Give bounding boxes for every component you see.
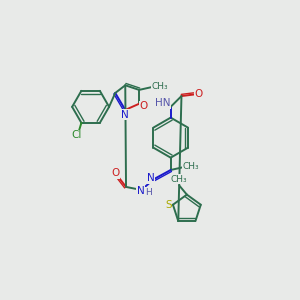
Text: CH₃: CH₃ — [182, 162, 199, 171]
Text: S: S — [165, 200, 172, 210]
Text: O: O — [140, 101, 148, 111]
Text: HN: HN — [155, 98, 171, 108]
Text: N: N — [137, 186, 145, 196]
Text: O: O — [194, 89, 202, 99]
Text: N: N — [122, 110, 129, 119]
Text: O: O — [111, 168, 119, 178]
Text: H: H — [145, 188, 152, 197]
Text: Cl: Cl — [72, 130, 82, 140]
Text: CH₃: CH₃ — [171, 175, 188, 184]
Text: N: N — [147, 173, 154, 184]
Text: CH₃: CH₃ — [152, 82, 168, 91]
